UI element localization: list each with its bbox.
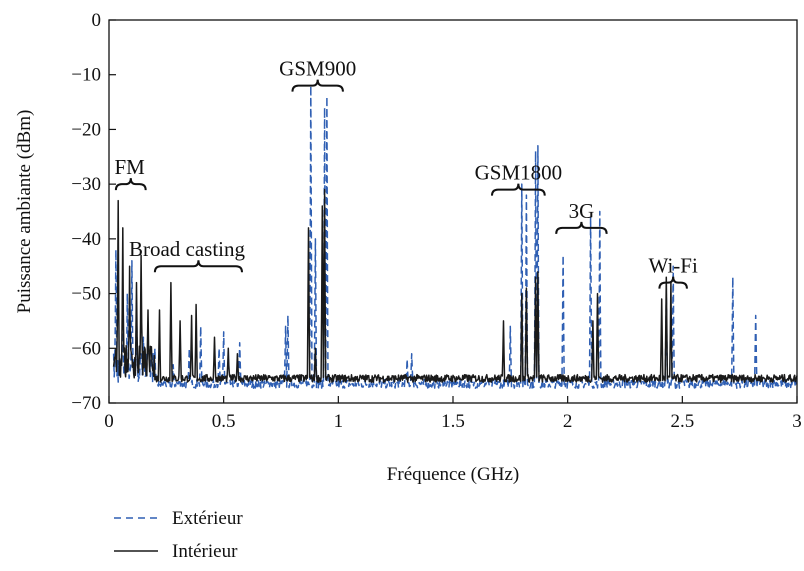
legend-label: Extérieur [172,508,243,529]
y-tick-label: −50 [71,284,101,305]
y-tick-label: −20 [71,119,101,140]
band-brace [153,260,244,273]
band-label: GSM900 [279,57,356,81]
legend-label: Intérieur [172,541,238,562]
axis-ticks: 0 0.5 1 1.5 2 2.5 3 0 −10 −20 −30 −40 −50 −60 −70 [71,10,801,432]
band-label: Broad casting [129,237,246,261]
x-tick-label: 1.5 [441,411,465,432]
y-tick-label: −70 [71,393,101,414]
series-interieur-line [112,188,798,383]
y-tick-label: −10 [71,65,101,86]
y-tick-label: −60 [71,338,101,359]
y-tick-label: −30 [71,174,101,195]
y-tick-label: −40 [71,229,101,250]
band-brace [658,276,688,289]
legend-item-interieur: Intérieur [114,541,238,562]
legend: Extérieur Intérieur [114,508,243,562]
band-label: Wi-Fi [648,254,697,278]
x-axis-label: Fréquence (GHz) [387,464,519,485]
x-tick-label: 0.5 [212,411,236,432]
x-tick-label: 0 [104,411,114,432]
band-label: GSM1800 [475,161,563,185]
series-layer [112,84,798,389]
band-label: 3G [569,199,595,223]
x-tick-label: 2.5 [670,411,694,432]
x-tick-label: 1 [334,411,344,432]
x-tick-label: 2 [563,411,573,432]
band-brace [490,183,546,196]
y-tick-label: 0 [92,10,102,31]
band-label: FM [114,155,145,179]
band-brace [291,79,344,92]
band-brace [114,178,147,191]
series-exterieur-line [112,84,798,389]
plot-frame [108,19,798,404]
y-axis-label: Puissance ambiante (dBm) [14,110,35,314]
legend-item-exterieur: Extérieur [114,508,243,529]
x-tick-label: 3 [792,411,802,432]
